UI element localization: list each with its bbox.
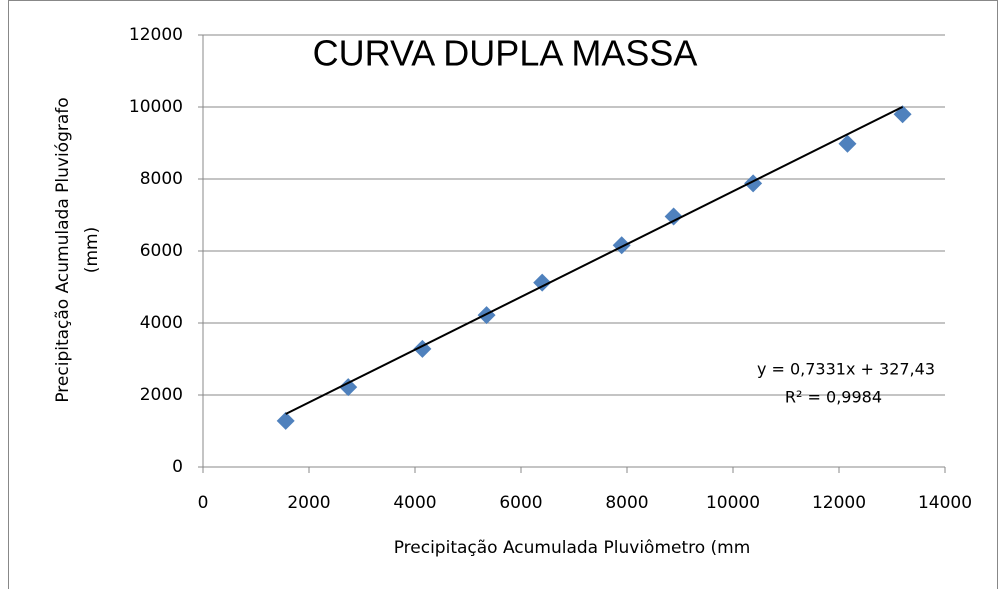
x-tick-label: 14000 bbox=[918, 493, 972, 513]
point bbox=[339, 378, 358, 397]
y-tick-label: 4000 bbox=[140, 313, 183, 333]
chart-title: CURVA DUPLA MASSA bbox=[313, 33, 698, 74]
x-tick-label: 6000 bbox=[499, 493, 542, 513]
y-tick-label: 6000 bbox=[140, 241, 183, 261]
trendline-equation: y = 0,7331x + 327,43 bbox=[757, 360, 935, 379]
y-tick-label: 12000 bbox=[129, 25, 183, 45]
x-tick-label: 4000 bbox=[393, 493, 436, 513]
point bbox=[533, 273, 552, 292]
y-tick-label: 2000 bbox=[140, 385, 183, 405]
x-tick-label: 8000 bbox=[605, 493, 648, 513]
y-axis-title: (mm) bbox=[82, 227, 102, 273]
x-tick-label: 12000 bbox=[812, 493, 866, 513]
trendline bbox=[285, 105, 904, 415]
trendline-r2: R² = 0,9984 bbox=[785, 388, 882, 407]
x-axis-title: Precipitação Acumulada Pluviômetro (mm bbox=[394, 538, 751, 558]
y-tick-label: 8000 bbox=[140, 169, 183, 189]
point bbox=[612, 236, 631, 255]
point bbox=[664, 207, 683, 226]
x-tick-label: 10000 bbox=[706, 493, 760, 513]
y-tick-label: 0 bbox=[172, 457, 183, 477]
y-axis-title: Precipitação Acumulada Pluviógrafo bbox=[53, 97, 73, 402]
x-tick-label: 0 bbox=[198, 493, 209, 513]
y-tick-label: 10000 bbox=[129, 97, 183, 117]
point bbox=[276, 411, 295, 430]
x-tick-label: 2000 bbox=[287, 493, 330, 513]
chart-border bbox=[8, 0, 998, 589]
point bbox=[838, 134, 857, 153]
